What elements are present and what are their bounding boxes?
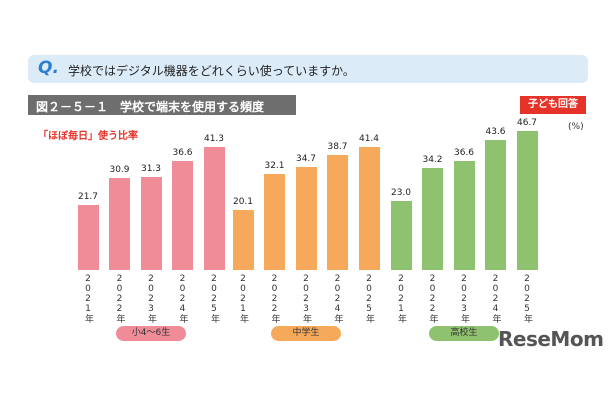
subtitle: 「ほぼ毎日」使う比率 — [38, 131, 138, 142]
question-text: 学校ではデジタル機器をどれくらい使っていますか。 — [68, 64, 355, 78]
value-label: 41.4 — [358, 133, 380, 144]
value-label: 31.3 — [140, 163, 162, 174]
value-label: 32.1 — [264, 161, 285, 172]
watermark: ReseMom — [498, 327, 604, 351]
value-label: 21.7 — [77, 192, 99, 203]
x-tick-label: 2023年 — [301, 274, 311, 323]
chart-title: 図２－５－１ 学校で端末を使用する頻度 — [36, 100, 265, 114]
x-tick-label: 2025年 — [364, 274, 374, 323]
x-tick-label: 2025年 — [522, 274, 532, 323]
x-tick-label: 2024年 — [332, 274, 343, 323]
bar — [232, 210, 254, 270]
bar — [172, 160, 193, 270]
bar — [422, 168, 443, 270]
badge: 子ども回答 — [520, 96, 586, 114]
value-label: 30.9 — [109, 164, 130, 175]
bar — [358, 146, 380, 270]
x-tick-label: 2022年 — [269, 274, 280, 323]
x-tick-label: 2021年 — [83, 274, 93, 323]
unit: (%) — [568, 122, 584, 132]
bar — [109, 177, 130, 270]
value-label: 34.2 — [422, 155, 443, 166]
bar — [264, 174, 285, 270]
value-label: 43.6 — [485, 127, 506, 138]
value-label: 34.7 — [295, 153, 317, 164]
value-label: 38.7 — [327, 141, 348, 152]
value-label: 36.6 — [172, 147, 193, 158]
bar — [295, 166, 317, 270]
bar — [140, 176, 162, 270]
legend-label: 中学生 — [271, 326, 341, 341]
bar — [485, 140, 506, 270]
value-label: 20.1 — [232, 197, 254, 208]
value-label: 36.6 — [453, 147, 475, 158]
value-label: 23.0 — [390, 188, 412, 199]
x-tick-label: 2025年 — [209, 274, 219, 323]
x-tick-label: 2022年 — [114, 274, 125, 323]
bar — [327, 154, 348, 270]
legend-label: 高校生 — [429, 326, 499, 341]
bar — [203, 146, 225, 270]
bar — [77, 205, 99, 270]
bar — [516, 130, 538, 270]
question-label: Q. — [38, 58, 59, 78]
title-bar — [28, 95, 296, 115]
x-tick-label: 2023年 — [459, 274, 469, 323]
bar — [453, 160, 475, 270]
x-tick-label: 2021年 — [238, 274, 248, 323]
x-tick-label: 2021年 — [396, 274, 406, 323]
x-tick-label: 2024年 — [490, 274, 501, 323]
x-tick-label: 2022年 — [427, 274, 438, 323]
question-banner — [28, 55, 588, 83]
bar — [390, 201, 412, 270]
x-tick-label: 2023年 — [146, 274, 156, 323]
legend-label: 小4～6生 — [116, 326, 186, 341]
x-tick-label: 2024年 — [177, 274, 188, 323]
value-label: 41.3 — [203, 133, 225, 144]
value-label: 46.7 — [516, 117, 538, 128]
